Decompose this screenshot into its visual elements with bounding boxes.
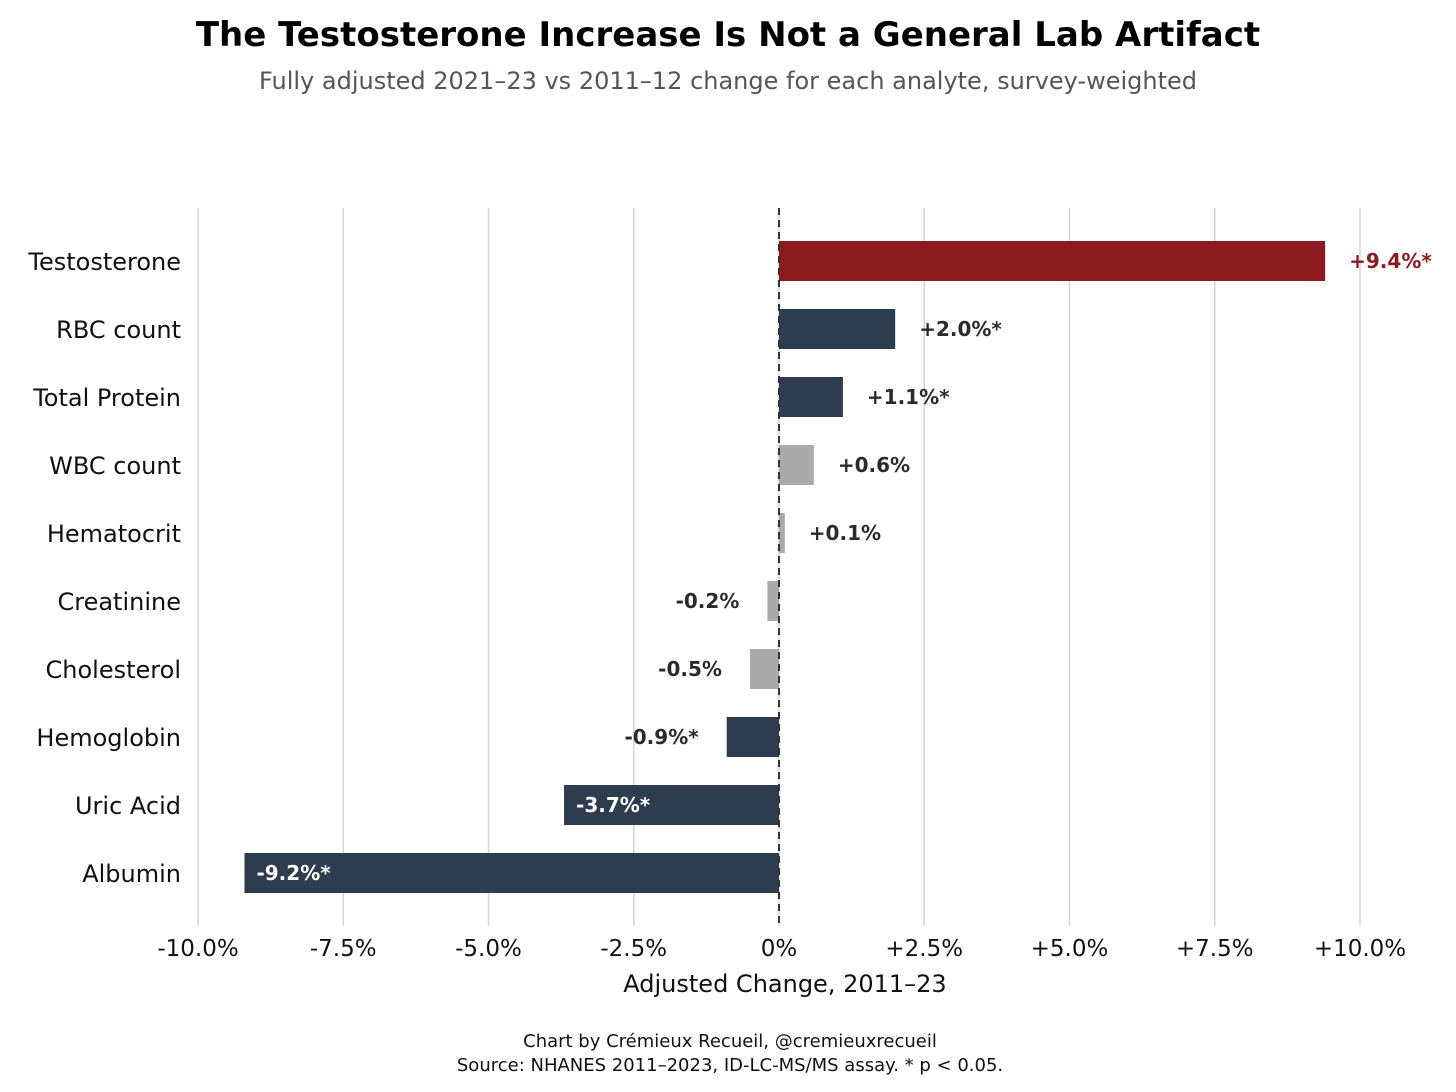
bar <box>726 717 779 757</box>
bar <box>244 853 780 893</box>
value-label: -3.7%* <box>576 793 651 817</box>
category-label: Albumin <box>82 860 181 888</box>
x-tick-label: -5.0% <box>455 936 522 962</box>
value-label: -0.9%* <box>624 725 699 749</box>
bar <box>564 785 779 825</box>
value-label: +9.4%* <box>1349 249 1432 273</box>
bars <box>244 241 1326 893</box>
category-label: Testosterone <box>27 248 181 276</box>
category-label: Hemoglobin <box>36 724 181 752</box>
x-axis-title: Adjusted Change, 2011–23 <box>623 970 946 998</box>
bar <box>779 241 1326 281</box>
value-label: -0.5% <box>658 657 722 681</box>
bar <box>779 445 814 485</box>
x-tick-label: +5.0% <box>1031 936 1109 962</box>
footer-source: Source: NHANES 2011–2023, ID-LC-MS/MS as… <box>457 1055 1003 1076</box>
category-labels: Testosterone RBC count Total Protein WBC co… <box>27 248 181 888</box>
footer-credit: Chart by Crémieux Recueil, @cremieuxrecu… <box>523 1031 937 1052</box>
x-tick-label: +7.5% <box>1176 936 1254 962</box>
category-label: Total Protein <box>32 384 181 412</box>
x-tick-label: -10.0% <box>157 936 238 962</box>
category-label: Uric Acid <box>75 792 181 820</box>
chart-title: The Testosterone Increase Is Not a Gener… <box>196 15 1260 55</box>
value-label: +0.6% <box>838 453 910 477</box>
x-tick-label: -2.5% <box>600 936 667 962</box>
x-tick-label: +2.5% <box>885 936 963 962</box>
x-tick-labels: -10.0% -7.5% -5.0% -2.5% 0% +2.5% +5.0% +7.5% +1… <box>157 936 1406 962</box>
x-tick-label: +10.0% <box>1314 936 1406 962</box>
chart-subtitle: Fully adjusted 2021–23 vs 2011–12 change… <box>259 67 1197 95</box>
category-label: Creatinine <box>57 588 181 616</box>
bar <box>749 649 779 689</box>
category-label: Hematocrit <box>47 520 181 548</box>
value-label: -0.2% <box>676 589 740 613</box>
x-tick-label: 0% <box>761 936 798 962</box>
bar <box>767 581 779 621</box>
category-label: Cholesterol <box>46 656 181 684</box>
value-label: +2.0%* <box>919 317 1002 341</box>
value-label: -9.2%* <box>256 861 331 885</box>
value-label: +1.1%* <box>867 385 950 409</box>
x-tick-label: -7.5% <box>310 936 377 962</box>
bar <box>779 309 896 349</box>
bar <box>779 377 843 417</box>
category-label: RBC count <box>56 316 181 344</box>
category-label: WBC count <box>49 452 181 480</box>
value-labels: +9.4%* +2.0%* +1.1%* +0.6% +0.1% -0.2% -0.5% -0… <box>256 249 1432 885</box>
bar <box>779 513 785 553</box>
value-label: +0.1% <box>809 521 881 545</box>
